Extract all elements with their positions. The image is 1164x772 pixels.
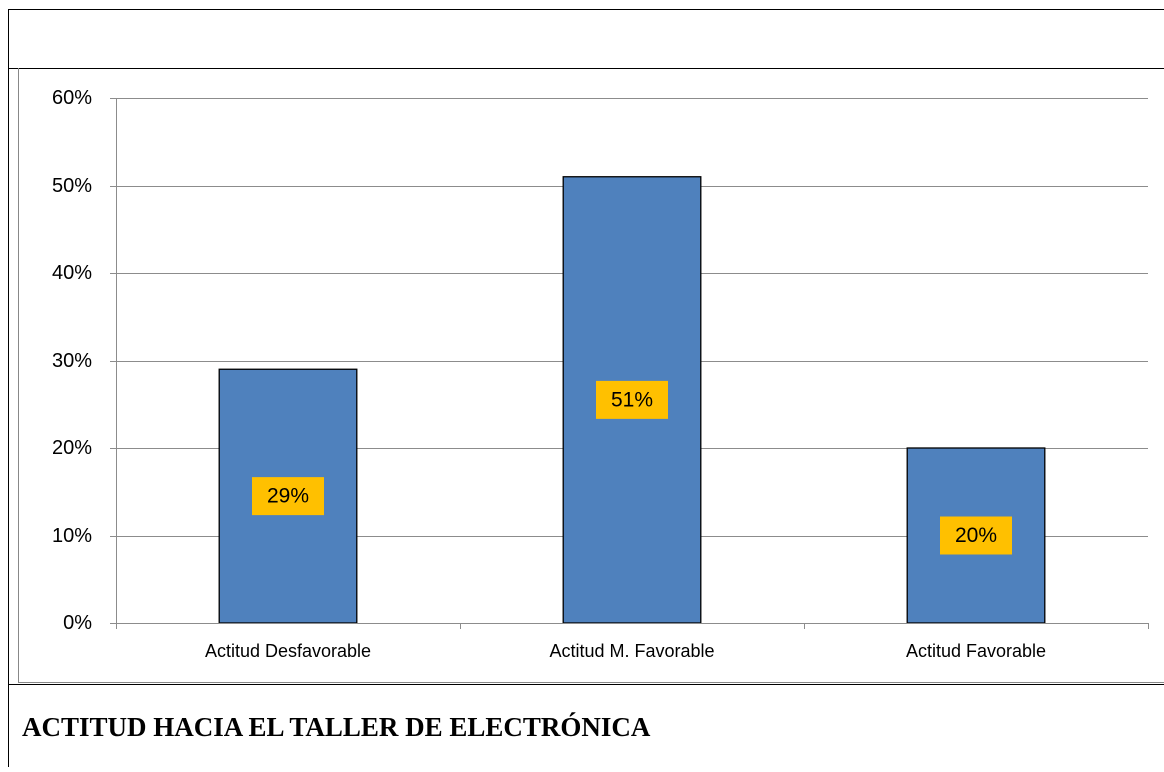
y-tick-label: 30% (52, 350, 92, 372)
y-tick-label: 60% (52, 87, 92, 109)
x-tick-label: Actitud M. Favorable (549, 641, 714, 661)
value-label: 51% (611, 388, 653, 411)
value-label: 20% (955, 524, 997, 547)
value-label: 29% (267, 485, 309, 508)
y-tick-label: 10% (52, 525, 92, 547)
y-tick-label: 0% (63, 612, 92, 634)
x-tick-label: Actitud Favorable (906, 641, 1046, 661)
chart-title: ACTITUD HACIA EL TALLER DE ELECTRÓNICA (22, 712, 651, 742)
y-tick-label: 20% (52, 437, 92, 459)
y-tick-label: 50% (52, 175, 92, 197)
y-tick-label: 40% (52, 262, 92, 284)
x-tick-label: Actitud Desfavorable (205, 641, 371, 661)
